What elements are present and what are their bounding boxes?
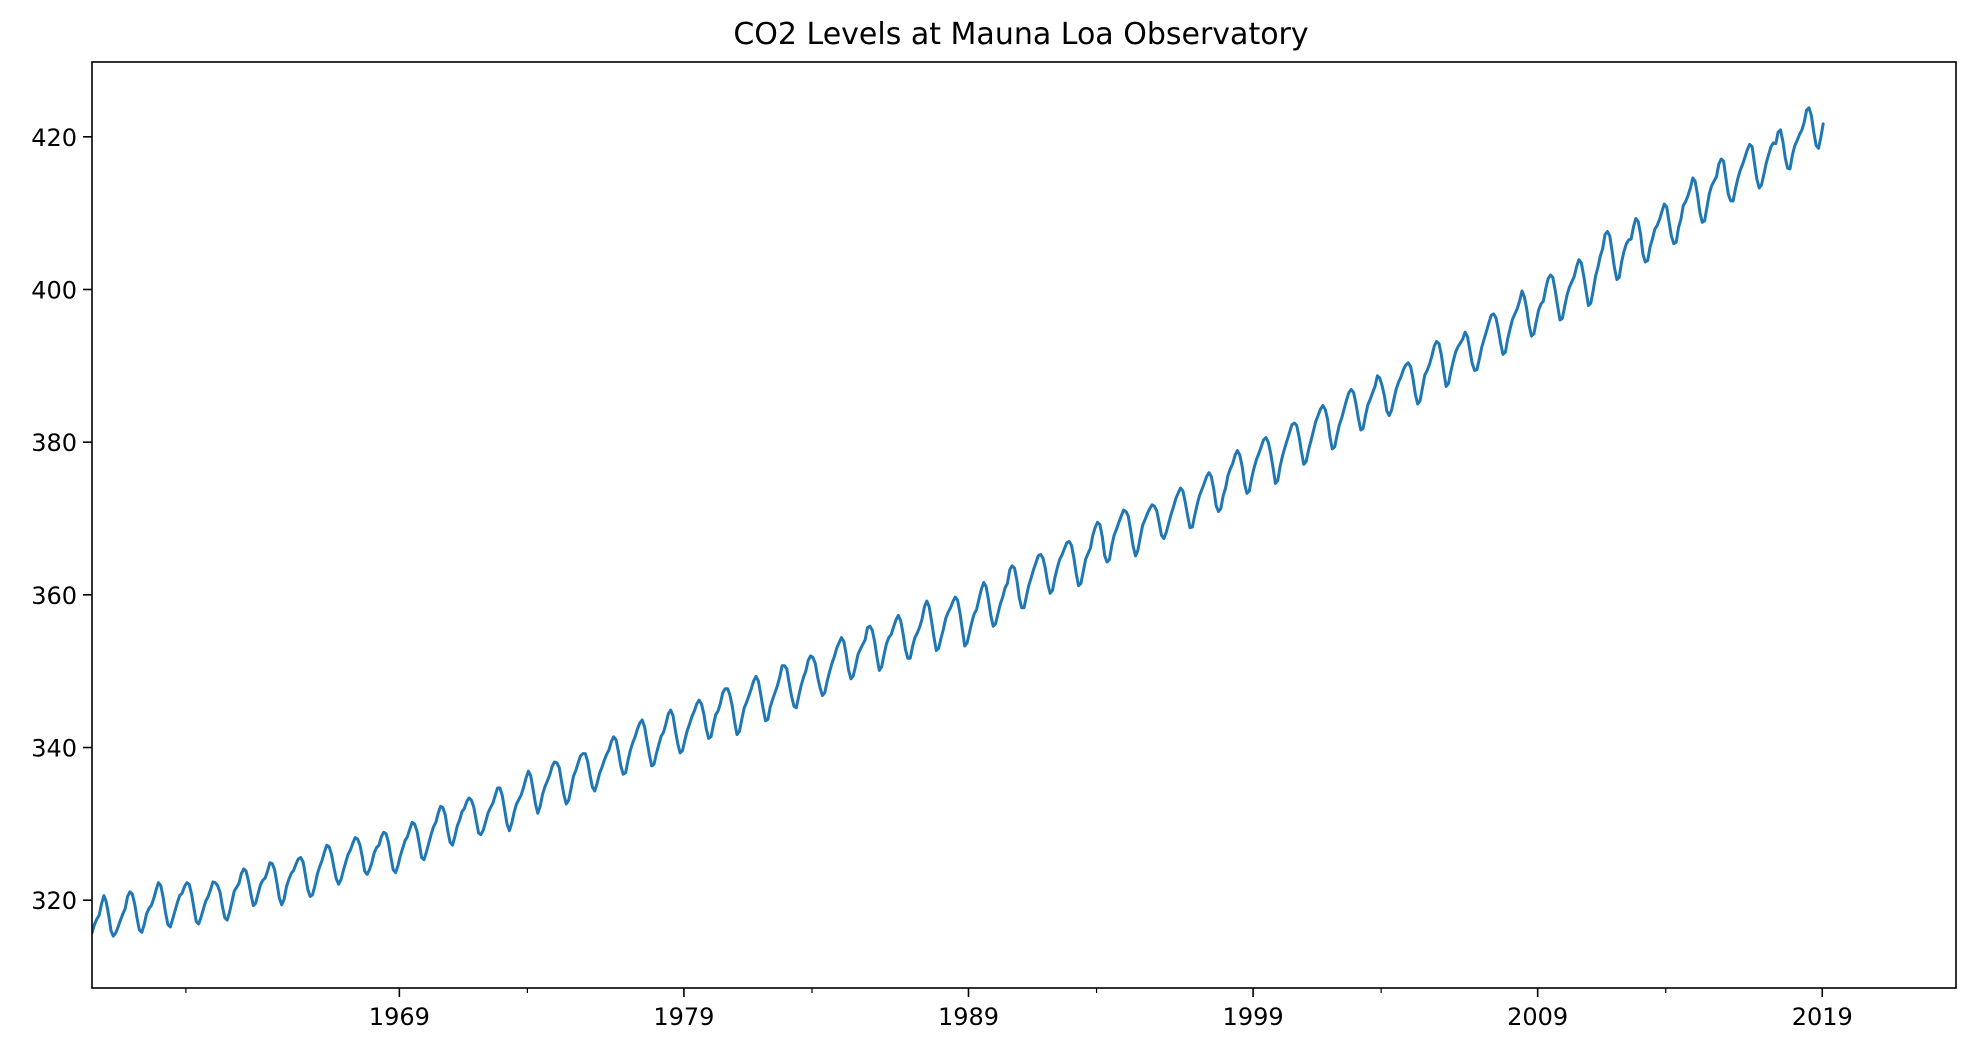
x-tick-label: 1989 [938,1003,999,1031]
x-tick-label: 2009 [1507,1003,1568,1031]
x-tick-label: 2019 [1792,1003,1853,1031]
co2-series-line [92,106,1825,938]
y-tick-label: 400 [31,276,77,304]
x-tick-label: 1979 [653,1003,714,1031]
y-tick-label: 320 [31,887,77,915]
chart-title: CO2 Levels at Mauna Loa Observatory [733,17,1308,52]
y-tick-label: 420 [31,124,77,152]
x-axis: 1969 1979 1989 1999 2009 2019 [185,988,1853,1031]
plot-area [92,106,1825,938]
y-tick-label: 360 [31,582,77,610]
y-axis: 320 340 360 380 400 420 [31,124,92,915]
plot-frame [91,61,1957,989]
y-tick-label: 340 [31,735,77,763]
x-tick-label: 1999 [1223,1003,1284,1031]
x-tick-label: 1969 [369,1003,430,1031]
y-tick-label: 380 [31,429,77,457]
